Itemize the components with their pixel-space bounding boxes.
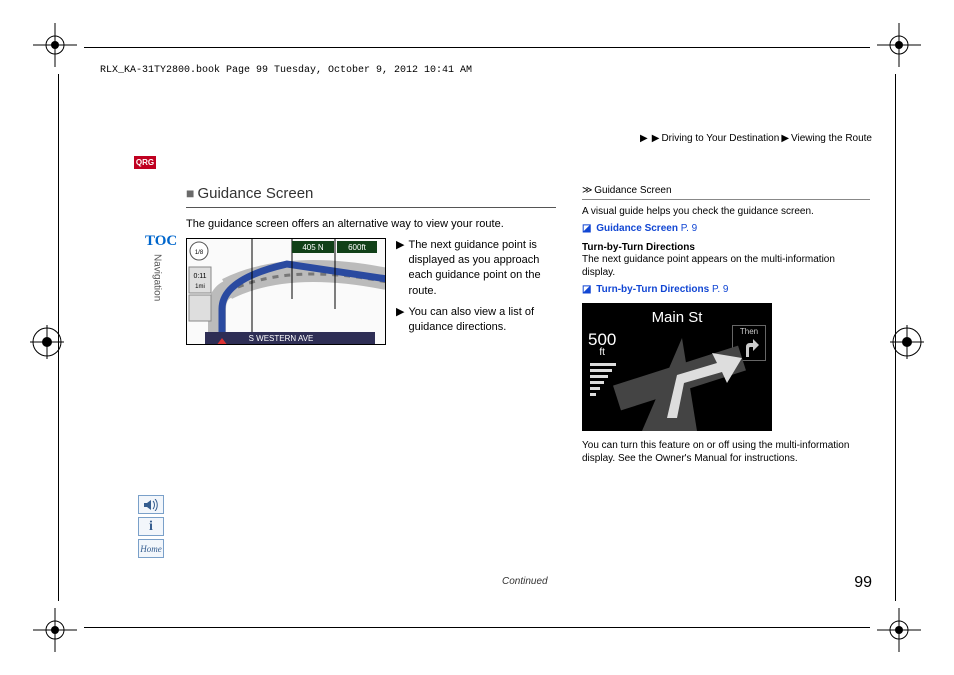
sidebar-p3: You can turn this feature on or off usin… — [582, 439, 870, 466]
link-text: Guidance Screen — [596, 223, 678, 234]
svg-text:0:11: 0:11 — [193, 273, 206, 280]
voice-icon[interactable] — [138, 495, 164, 514]
continued-label: Continued — [502, 576, 548, 587]
triangle-bullet-icon: ▶ — [396, 238, 404, 299]
breadcrumb-a: Driving to Your Destination — [661, 133, 779, 144]
book-icon: ◪ — [582, 284, 591, 295]
link-page: P. 9 — [712, 284, 729, 295]
sidebar-title: ≫ Guidance Screen — [582, 185, 870, 200]
crop-mark-top-right — [877, 23, 921, 67]
turn-distance: 500ft — [588, 331, 616, 358]
side-icon-column: i Home — [138, 495, 166, 561]
breadcrumb-b: Viewing the Route — [791, 133, 872, 144]
map-street-label: S WESTERN AVE — [249, 334, 314, 343]
sidebar-p1: A visual guide helps you check the guida… — [582, 205, 870, 219]
sidebar-link-1[interactable]: ◪ Guidance Screen P. 9 — [582, 223, 870, 234]
crop-frame-bottom — [84, 627, 870, 628]
then-box: Then — [732, 325, 766, 361]
sidebar-title-text: Guidance Screen — [594, 185, 671, 196]
section-title: ■Guidance Screen — [186, 185, 556, 208]
breadcrumb: ▶▶Driving to Your Destination▶Viewing th… — [638, 133, 872, 144]
link-text: Turn-by-Turn Directions — [596, 284, 709, 295]
running-header: RLX_KA-31TY2800.book Page 99 Tuesday, Oc… — [100, 65, 472, 76]
crop-mark-bottom-left — [33, 608, 77, 652]
list-item: ▶The next guidance point is displayed as… — [396, 238, 556, 299]
svg-text:1mi: 1mi — [195, 284, 205, 290]
map-route-sign: 405 N — [302, 243, 324, 252]
crop-frame-top — [84, 47, 870, 48]
triangle-bullet-icon: ▶ — [396, 305, 404, 335]
book-icon: ◪ — [582, 223, 591, 234]
chevron-right-icon: ▶ — [640, 133, 648, 144]
sidebar-column: ≫ Guidance Screen A visual guide helps y… — [582, 185, 870, 470]
section-title-text: Guidance Screen — [197, 185, 313, 202]
chevron-right-icon: ▶ — [781, 133, 789, 144]
then-label: Then — [740, 327, 758, 336]
link-page: P. 9 — [681, 223, 698, 234]
toc-sidebar: TOC Navigation — [145, 233, 169, 301]
toc-link[interactable]: TOC — [145, 233, 169, 250]
turn-by-turn-display: Main St 500ft Then — [582, 303, 772, 431]
square-bullet-icon: ■ — [186, 185, 194, 201]
list-item: ▶You can also view a list of guidance di… — [396, 305, 556, 335]
bullet-text: The next guidance point is displayed as … — [408, 238, 556, 299]
qrg-tab[interactable]: QRG — [134, 156, 156, 169]
home-icon[interactable]: Home — [138, 539, 164, 558]
page-number: 99 — [854, 574, 872, 592]
main-column: ■Guidance Screen The guidance screen off… — [186, 185, 556, 345]
svg-text:1/8: 1/8 — [195, 250, 204, 256]
sidebar-subheading: Turn-by-Turn Directions — [582, 242, 870, 253]
crop-frame-left — [58, 74, 59, 601]
distance-bars-icon — [590, 363, 616, 399]
arrow-right-icon — [667, 353, 742, 418]
section-intro: The guidance screen offers an alternativ… — [186, 218, 556, 230]
chevron-right-icon: ▶ — [652, 133, 660, 144]
bullet-list: ▶The next guidance point is displayed as… — [396, 238, 556, 345]
crop-mark-bottom-right — [877, 608, 921, 652]
crop-frame-right — [895, 74, 896, 601]
sidebar-p2: The next guidance point appears on the m… — [582, 253, 870, 280]
map-screenshot: S WESTERN AVE 405 N 600ft 1/8 0:11 1mi — [186, 238, 386, 345]
chevron-icon: ≫ — [582, 185, 591, 196]
map-dist-sign: 600ft — [348, 243, 367, 252]
sidebar-link-2[interactable]: ◪ Turn-by-Turn Directions P. 9 — [582, 284, 870, 295]
toc-section-label: Navigation — [152, 254, 163, 301]
bullet-text: You can also view a list of guidance dir… — [408, 305, 556, 335]
turn-street: Main St — [582, 303, 772, 326]
info-icon[interactable]: i — [138, 517, 164, 536]
crop-mark-top-left — [33, 23, 77, 67]
